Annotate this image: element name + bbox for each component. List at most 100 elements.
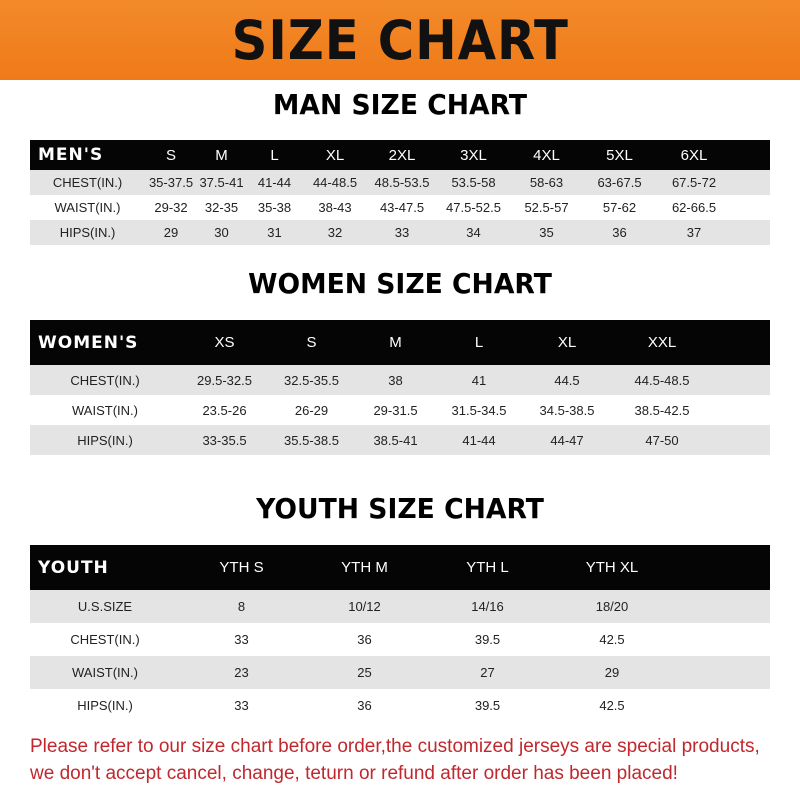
size-value: 42.5 (599, 698, 625, 713)
size-header: XL (557, 334, 577, 351)
table-row: HIPS(IN.) 29 30 31 32 33 34 35 36 37 (30, 220, 770, 245)
size-value: 34.5-38.5 (539, 402, 595, 418)
notice-line-1: Please refer to our size chart before or… (30, 736, 760, 757)
size-value: 37 (686, 225, 702, 240)
table-row: CHEST(IN.) 35-37.5 37.5-41 41-44 44-48.5 48.5… (30, 170, 770, 195)
size-value: 41-44 (462, 432, 496, 448)
measure-label: HIPS(IN.) (77, 432, 133, 448)
size-value: 33-35.5 (202, 432, 247, 448)
header-row: YOUTH YTH S YTH M YTH L YTH XL (30, 545, 770, 590)
size-header: YTH M (341, 559, 388, 576)
size-value: 41 (471, 372, 487, 388)
measure-label: WAIST(IN.) (72, 402, 138, 418)
size-header: M (215, 146, 228, 164)
size-value: 31.5-34.5 (451, 402, 507, 418)
size-value: 38.5-42.5 (634, 402, 690, 418)
size-value: 36 (612, 225, 627, 240)
size-header: L (474, 334, 484, 351)
table-row: HIPS(IN.) 33-35.5 35.5-38.5 38.5-41 41-44 44-… (30, 425, 770, 455)
size-value: 33 (394, 225, 410, 240)
measure-label: HIPS(IN.) (77, 698, 133, 713)
men-title: MAN SIZE CHART (272, 88, 528, 121)
size-value: 44-47 (550, 432, 584, 448)
size-value: 39.5 (474, 632, 501, 647)
measure-label: CHEST(IN.) (52, 175, 123, 190)
size-value: 62-66.5 (671, 200, 717, 215)
size-header: XS (214, 334, 235, 351)
youth-title: YOUTH SIZE CHART (256, 492, 544, 525)
size-value: 33 (234, 632, 249, 647)
size-value: 41-44 (257, 175, 292, 190)
table-corner-label: WOMEN'S (38, 332, 139, 353)
size-value: 35-37.5 (148, 175, 194, 190)
size-value: 47.5-52.5 (446, 200, 501, 215)
size-header: L (270, 146, 279, 164)
measure-label: CHEST(IN.) (70, 372, 140, 388)
size-value: 36 (357, 632, 372, 647)
size-header: 5XL (606, 146, 633, 164)
size-value: 38 (388, 372, 403, 388)
size-value: 58-63 (529, 175, 564, 190)
size-value: 14/16 (471, 599, 504, 614)
table-row: U.S.SIZE 8 10/12 14/16 18/20 (30, 590, 770, 623)
size-value: 44.5 (554, 372, 580, 388)
women-title: WOMEN SIZE CHART (248, 267, 552, 300)
size-value: 31 (267, 225, 282, 240)
table-row: WAIST(IN.) 29-32 32-35 35-38 38-43 43-47.5 47.… (30, 195, 770, 220)
size-value: 47-50 (645, 432, 679, 448)
size-value: 52.5-57 (524, 200, 569, 215)
size-header: XXL (647, 334, 677, 351)
measure-label: U.S.SIZE (77, 599, 133, 614)
size-value: 48.5-53.5 (374, 175, 430, 190)
table-row: HIPS(IN.) 33 36 39.5 42.5 (30, 689, 770, 722)
size-value: 29-32 (154, 200, 188, 215)
size-value: 43-47.5 (379, 200, 425, 215)
size-value: 32.5-35.5 (284, 372, 339, 388)
size-header: YTH L (466, 559, 509, 576)
size-value: 39.5 (474, 698, 501, 713)
size-value: 29.5-32.5 (197, 372, 252, 388)
size-value: 53.5-58 (451, 175, 496, 190)
size-value: 29-31.5 (373, 402, 418, 418)
size-value: 57-62 (602, 200, 637, 215)
size-value: 30 (214, 225, 229, 240)
size-header: 2XL (388, 146, 416, 164)
measure-label: CHEST(IN.) (70, 632, 140, 647)
size-header: M (389, 334, 402, 351)
size-value: 36 (357, 698, 372, 713)
banner: SIZE CHART (0, 0, 800, 80)
size-header: 6XL (680, 146, 708, 164)
youth-size-table: YOUTH YTH S YTH M YTH L YTH XL U.S.SIZE 8 10/12… (30, 545, 770, 722)
men-size-table: MEN'S S M L XL 2XL 3XL 4XL 5XL 6XL CHEST(IN.) 35-37… (30, 140, 770, 245)
size-value: 27 (480, 665, 495, 680)
size-value: 34 (466, 225, 481, 240)
size-value: 25 (357, 665, 372, 680)
size-value: 35 (539, 225, 554, 240)
size-value: 29 (604, 665, 620, 680)
table-row: CHEST(IN.) 33 36 39.5 42.5 (30, 623, 770, 656)
size-value: 32-35 (204, 200, 239, 215)
table-row: WAIST(IN.) 23 25 27 29 (30, 656, 770, 689)
measure-label: WAIST(IN.) (54, 200, 121, 215)
size-value: 23.5-26 (202, 402, 247, 418)
size-value: 18/20 (595, 599, 629, 614)
size-value: 29 (163, 225, 179, 240)
size-value: 32 (327, 225, 343, 240)
size-header: YTH XL (585, 559, 639, 576)
measure-label: WAIST(IN.) (72, 665, 138, 680)
size-value: 44.5-48.5 (634, 372, 690, 388)
table-corner-label: MEN'S (38, 145, 104, 165)
notice: Please refer to our size chart before or… (30, 733, 790, 787)
size-value: 8 (237, 599, 246, 614)
size-value: 26-29 (294, 402, 329, 418)
size-value: 67.5-72 (671, 175, 717, 190)
size-value: 10/12 (348, 599, 381, 614)
table-row: CHEST(IN.) 29.5-32.5 32.5-35.5 38 41 44.5 44.5… (30, 365, 770, 395)
size-header: S (306, 334, 317, 351)
size-value: 35-38 (257, 200, 292, 215)
size-value: 38.5-41 (373, 432, 418, 448)
size-header: YTH S (219, 559, 264, 576)
size-header: S (165, 146, 176, 164)
measure-label: HIPS(IN.) (59, 225, 116, 240)
women-size-table: WOMEN'S XS S M L XL XXL CHEST(IN.) 29.5-32.5 32.5… (30, 320, 770, 455)
